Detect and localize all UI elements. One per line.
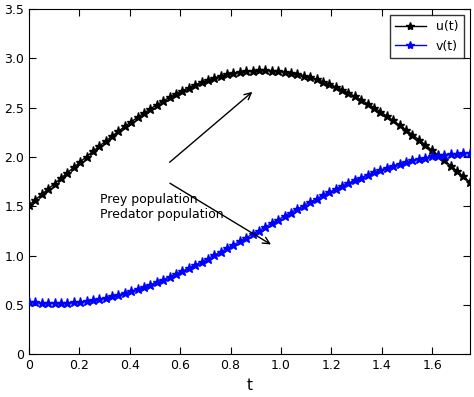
Legend: u(t), v(t): u(t), v(t) xyxy=(390,15,464,58)
Text: Prey population
Predator population: Prey population Predator population xyxy=(100,193,223,221)
X-axis label: t: t xyxy=(246,378,253,393)
